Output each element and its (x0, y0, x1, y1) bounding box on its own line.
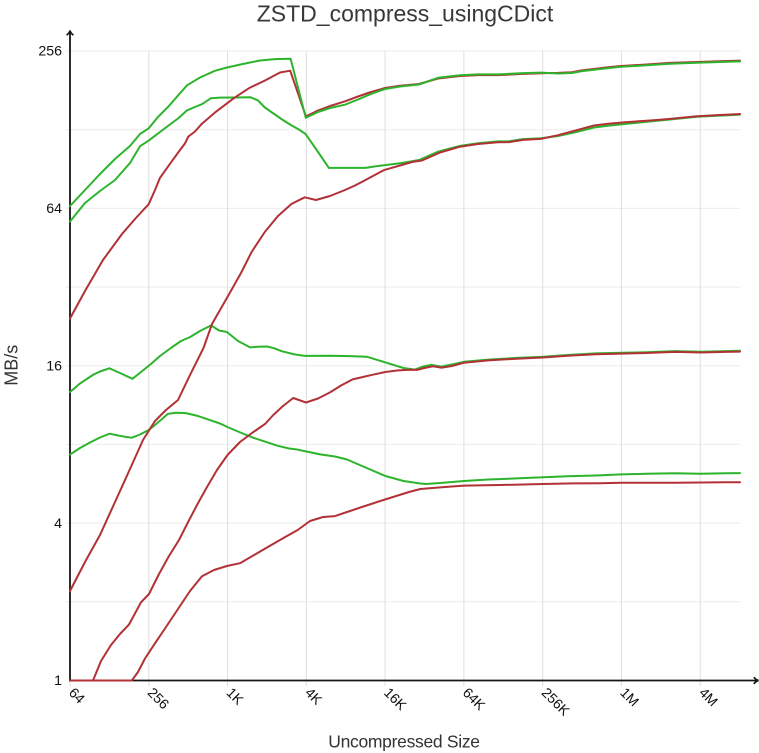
svg-text:Uncompressed Size: Uncompressed Size (328, 732, 480, 752)
svg-text:64: 64 (46, 201, 62, 217)
svg-text:16: 16 (46, 358, 62, 374)
svg-text:4: 4 (54, 516, 62, 532)
svg-text:ZSTD_compress_usingCDict: ZSTD_compress_usingCDict (257, 1, 554, 27)
svg-text:256: 256 (38, 44, 62, 60)
svg-text:MB/s: MB/s (2, 345, 22, 386)
svg-text:1: 1 (54, 673, 62, 689)
